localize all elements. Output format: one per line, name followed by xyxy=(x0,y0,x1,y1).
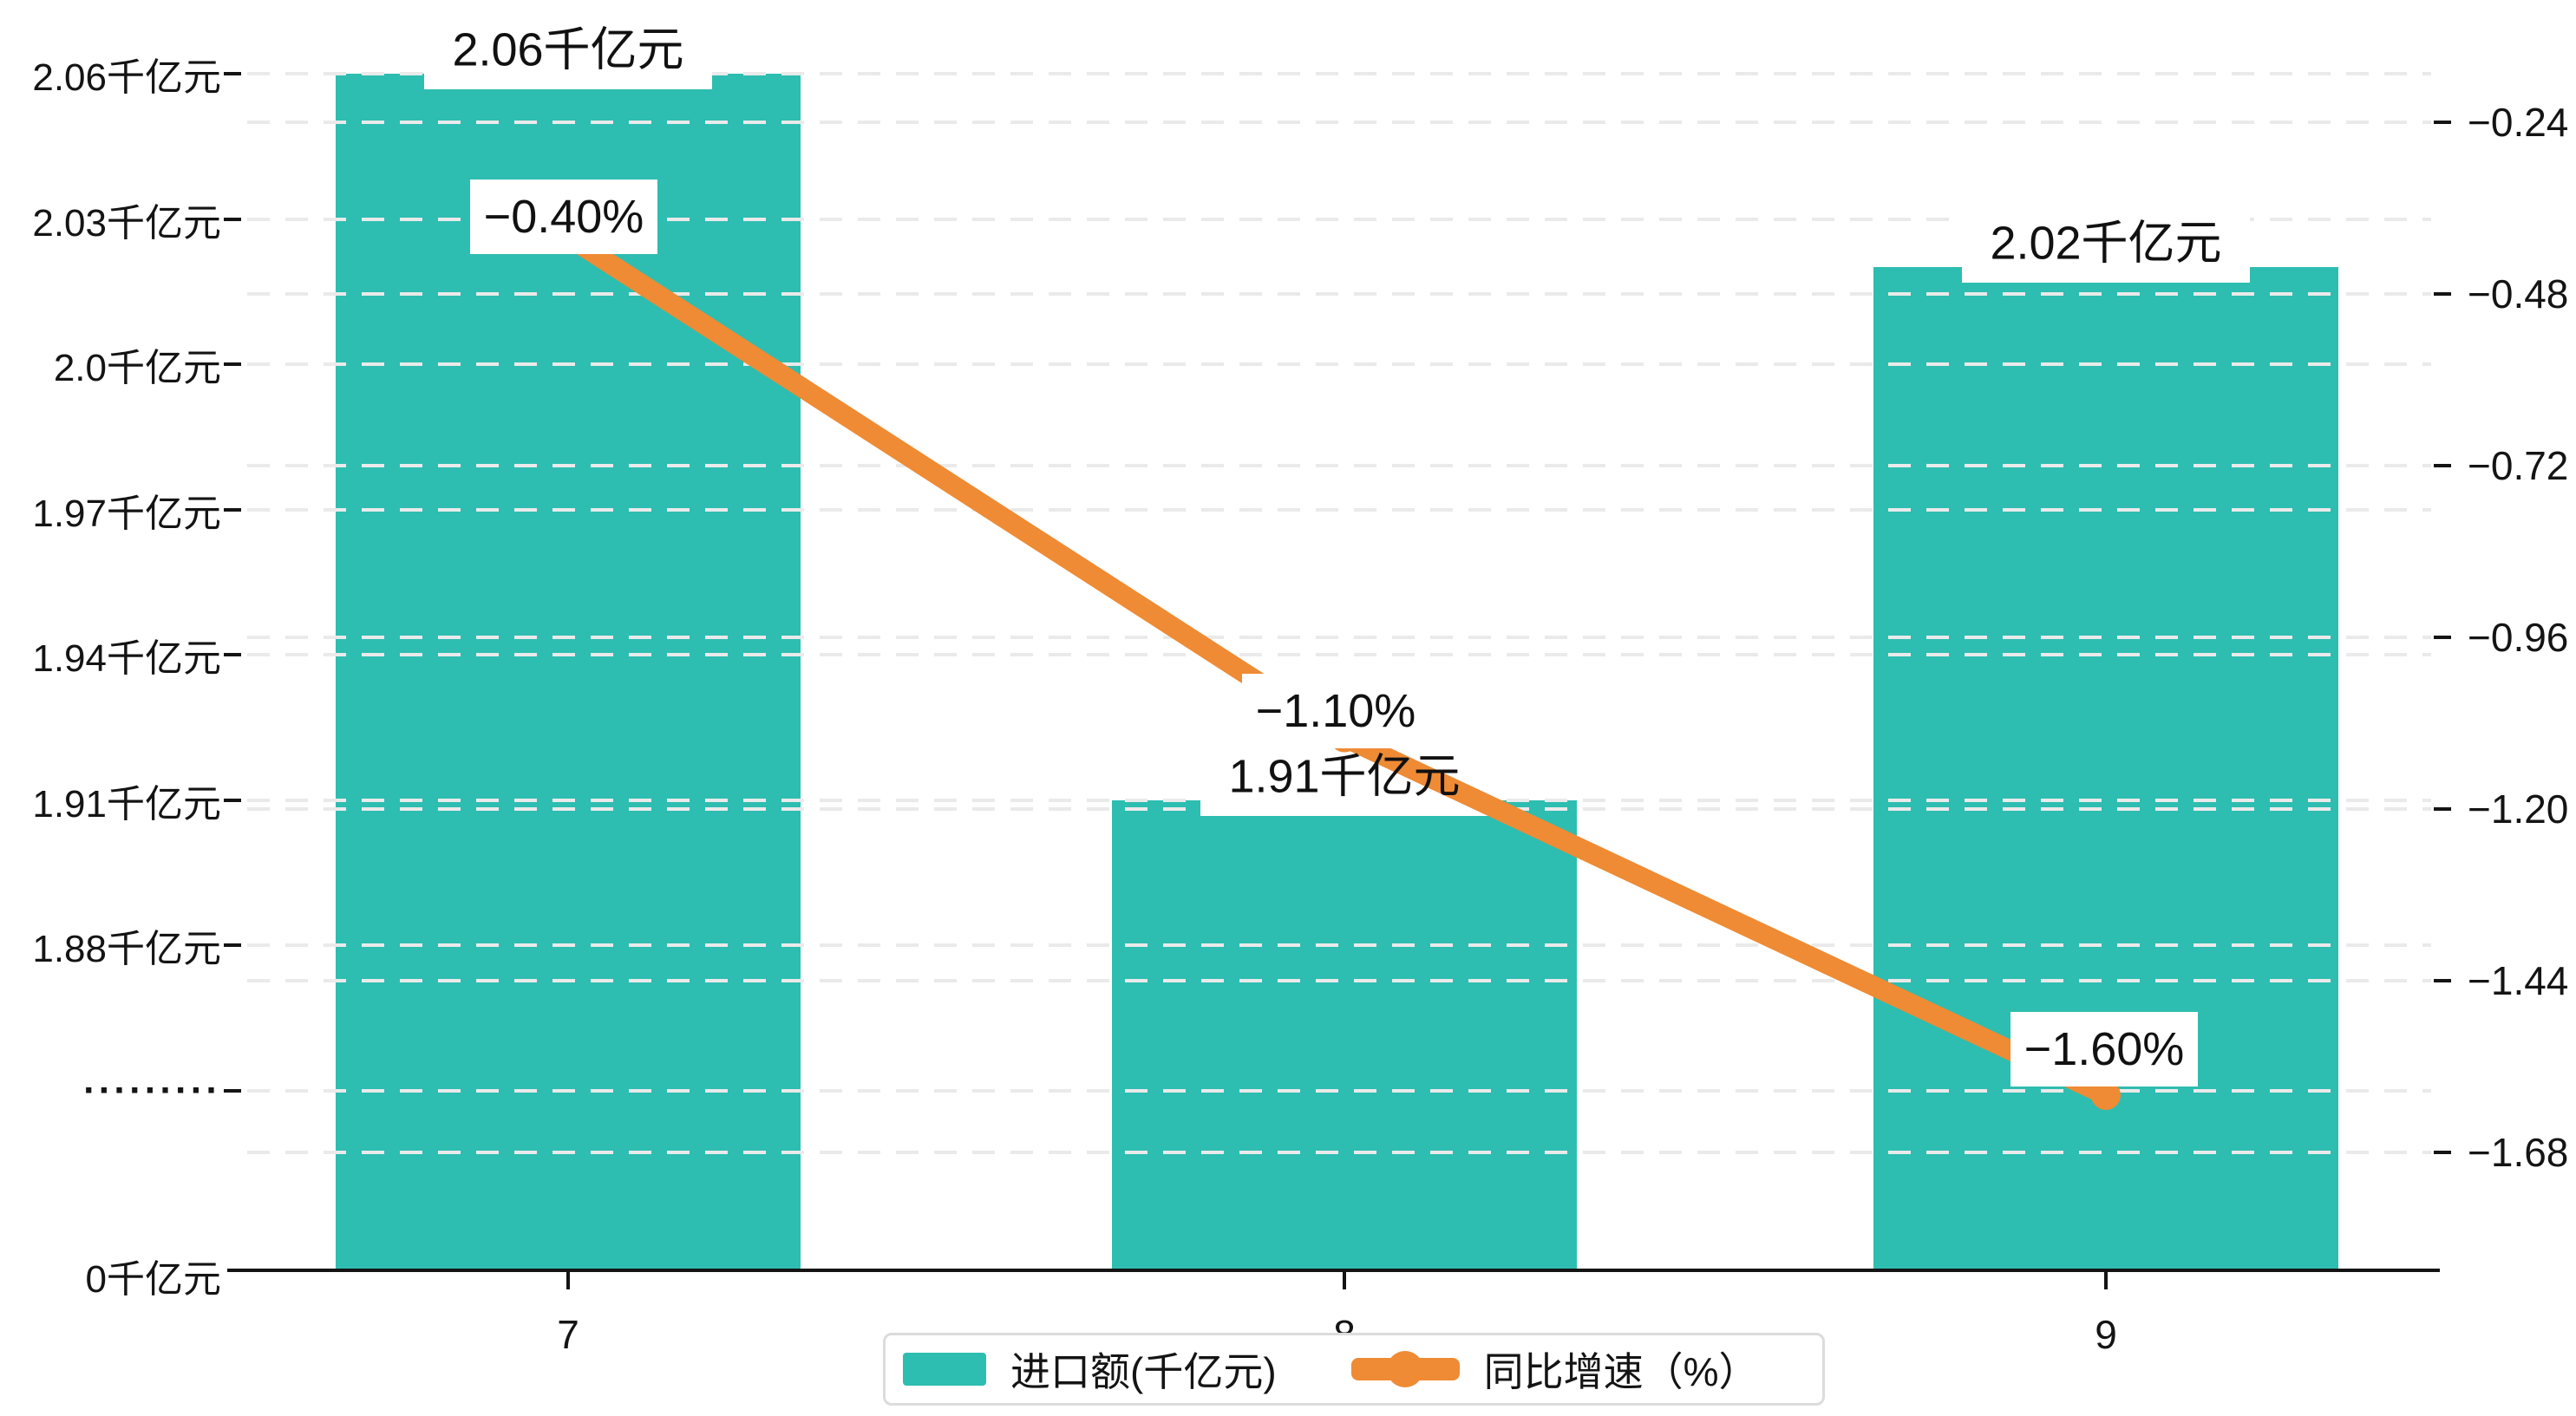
gridline-axis-break xyxy=(247,1089,2431,1093)
bar-value-label: 1.91千亿元 xyxy=(1228,750,1461,802)
gridline-left-axis xyxy=(247,943,2431,947)
gridline-left-axis xyxy=(247,217,2431,221)
right-axis-tick-label: −1.20 xyxy=(2468,786,2569,832)
left-axis-tick xyxy=(224,217,241,221)
right-axis-tick xyxy=(2434,464,2451,467)
x-axis-tick xyxy=(1343,1270,1346,1289)
gridline-left-axis xyxy=(247,72,2431,75)
left-axis-tick-label: 1.94千亿元 xyxy=(32,637,221,680)
legend-line-marker xyxy=(1350,1351,1460,1387)
left-axis-tick-label: 2.0千亿元 xyxy=(53,347,221,389)
left-axis-tick-label: 2.03千亿元 xyxy=(32,201,221,245)
left-axis-tick xyxy=(224,798,241,802)
bar-month-8 xyxy=(1112,799,1577,1270)
growth-label: −1.10% xyxy=(1255,685,1416,737)
right-axis-tick-label: −0.96 xyxy=(2468,615,2569,660)
growth-line xyxy=(562,228,2110,1105)
gridline-right-axis xyxy=(247,292,2431,296)
bar-month-7 xyxy=(336,74,801,1270)
left-axis-tick xyxy=(224,72,241,75)
growth-label: −0.40% xyxy=(483,191,644,243)
left-axis-tick-label: 1.91千亿元 xyxy=(32,782,221,825)
right-axis-tick xyxy=(2434,292,2451,296)
right-axis-tick xyxy=(2434,807,2451,811)
growth-label-box xyxy=(1242,674,1429,748)
legend-label: 进口额(千亿元) xyxy=(1010,1349,1277,1394)
right-axis-tick xyxy=(2434,1151,2451,1154)
left-axis-tick-label: 1.88千亿元 xyxy=(32,928,221,970)
bar-value-label-box xyxy=(1962,201,2250,284)
right-axis-tick xyxy=(2434,121,2451,124)
bar-value-label: 2.06千亿元 xyxy=(452,23,684,76)
gridline-right-axis xyxy=(247,636,2431,639)
growth-label-box xyxy=(470,179,657,254)
gridline-right-axis xyxy=(247,121,2431,124)
gridline-right-axis xyxy=(247,979,2431,982)
growth-label: −1.60% xyxy=(2024,1023,2185,1075)
right-axis-tick xyxy=(2434,979,2451,982)
right-axis-tick-label: −0.24 xyxy=(2468,100,2569,145)
bar-value-label-box xyxy=(424,8,712,89)
legend-bar-swatch xyxy=(903,1353,986,1386)
right-axis-tick-label: −0.48 xyxy=(2468,271,2569,316)
x-axis-tick xyxy=(566,1270,570,1289)
right-axis-tick-label: −0.72 xyxy=(2468,443,2569,488)
x-axis-line xyxy=(227,1269,2440,1272)
gridline-right-axis xyxy=(247,464,2431,467)
growth-label-box xyxy=(2010,1012,2198,1086)
left-axis-tick xyxy=(224,943,241,947)
left-axis-tick xyxy=(224,507,241,512)
left-axis-tick-label: 1.97千亿元 xyxy=(32,492,221,535)
x-axis-label-month-7: 7 xyxy=(557,1312,579,1357)
left-axis-tick xyxy=(224,653,241,656)
right-axis-tick xyxy=(2434,636,2451,639)
left-axis-zero-label: 0千亿元 xyxy=(85,1258,221,1301)
right-axis-tick-label: −1.44 xyxy=(2468,958,2569,1003)
gridline-left-axis xyxy=(247,362,2431,366)
legend: 进口额(千亿元) 同比增速（%） xyxy=(883,1333,1825,1406)
bar-value-label: 2.02千亿元 xyxy=(1990,217,2222,270)
left-axis-tick xyxy=(224,362,241,366)
legend-label: 同比增速（%） xyxy=(1483,1349,1759,1394)
gridline-left-axis xyxy=(247,653,2431,656)
right-axis-tick-label: −1.68 xyxy=(2468,1130,2569,1175)
gridline-left-axis xyxy=(247,507,2431,512)
left-axis-break-tick xyxy=(224,1089,241,1093)
axis-break-dots: ········· xyxy=(83,1069,221,1112)
x-axis-tick xyxy=(2104,1270,2108,1289)
left-axis-tick-label: 2.06千亿元 xyxy=(32,56,221,99)
legend-line-dot xyxy=(1387,1351,1424,1387)
x-axis-label-month-9: 9 xyxy=(2095,1312,2117,1357)
growth-point-month-9 xyxy=(2091,1080,2121,1110)
gridline-right-axis xyxy=(247,1151,2431,1154)
